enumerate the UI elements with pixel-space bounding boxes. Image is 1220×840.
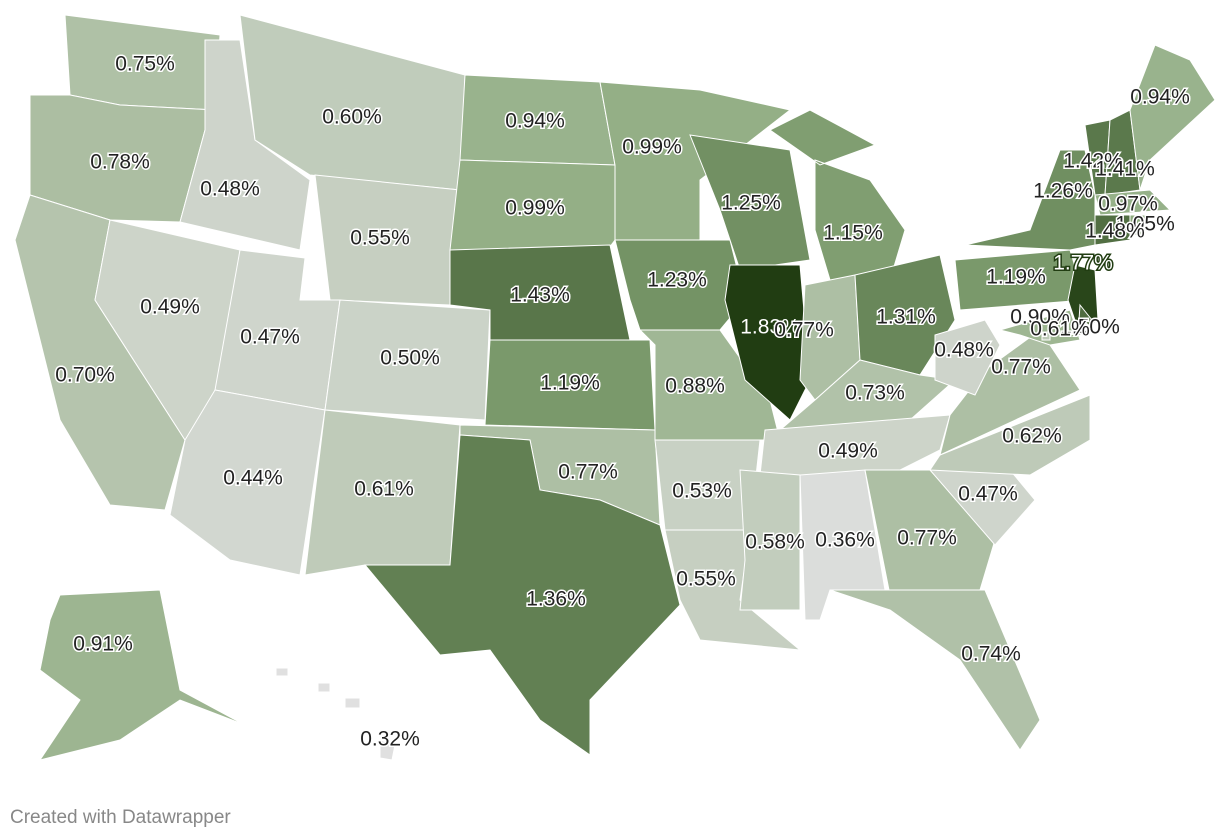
value-label: 0.88% [665,375,725,398]
state [275,667,396,761]
value-label: 0.77% [991,356,1051,379]
value-label: 0.74% [961,643,1021,666]
state [363,434,681,756]
value-label: 0.99% [505,197,565,220]
value-label: 0.94% [1130,86,1190,109]
value-label: 1.77% [1053,252,1113,275]
state-labels: 0.75% 0.78% 0.70% 0.48% 0.60% 0.55% 0.49% 0.47%… [54,51,1192,752]
value-label: 0.48% [934,339,994,362]
value-label: 0.44% [223,467,283,490]
value-label: 0.70% [55,364,115,387]
value-label: 1.19% [540,372,600,395]
state [1094,189,1172,216]
state [934,319,1001,396]
value-label: 0.60% [322,106,382,129]
value-label: 0.61% [1030,318,1090,341]
value-label: 0.53% [672,480,732,503]
state [179,39,311,251]
value-label: 0.62% [1002,425,1062,448]
value-label: 1.19% [986,266,1046,289]
value-label: 1.26% [1033,180,1093,203]
value-label: 0.47% [958,483,1018,506]
value-label: 0.77% [897,527,957,550]
value-label: 0.58% [745,531,805,554]
state [1129,44,1216,191]
value-label: 1.83% [740,316,800,339]
value-label: 0.90% [1010,306,1070,329]
value-label: 1.23% [647,269,707,292]
value-label: 1.43% [510,284,570,307]
value-label: 1.31% [876,306,936,329]
state [599,81,792,241]
state [998,309,1081,346]
value-label: 1.48% [1085,220,1145,243]
value-label: 0.94% [505,110,565,133]
value-label: 1.50% [1060,316,1120,339]
value-label: 0.47% [240,326,300,349]
states [14,14,1216,761]
state [1041,331,1051,341]
state [964,149,1096,251]
state [829,589,1041,751]
state [1077,303,1093,336]
state [759,414,951,481]
state [929,394,1091,476]
value-label: 0.78% [90,151,150,174]
state [38,589,246,761]
value-label: 1.25% [721,192,781,215]
value-label: 0.36% [815,529,875,552]
value-label: 0.75% [115,53,175,76]
value-label: 0.48% [200,178,260,201]
value-label: 0.61% [354,478,414,501]
value-label: 1.36% [526,588,586,611]
value-label: 0.32% [360,728,420,751]
value-label: 0.49% [140,296,200,319]
value-label: 0.50% [380,347,440,370]
value-label: 0.77% [558,461,618,484]
value-label: 0.55% [676,568,736,591]
value-label: 0.55% [350,227,410,250]
credit: Created with Datawrapper [10,807,231,828]
state [724,264,811,421]
value-label: 0.73% [845,382,905,405]
value-label: 1.41% [1095,158,1155,181]
value-label: 0.91% [73,633,133,656]
value-label: 1.42% [1063,150,1123,173]
value-label: 1.05% [1115,213,1175,236]
value-label: 0.97% [1098,193,1158,216]
state [1094,214,1131,246]
state [739,469,801,611]
value-label: 0.99% [622,136,682,159]
value-label: 1.15% [823,222,883,245]
state [864,469,996,596]
value-label: 0.77% [774,319,834,342]
value-label: 0.49% [818,440,878,463]
